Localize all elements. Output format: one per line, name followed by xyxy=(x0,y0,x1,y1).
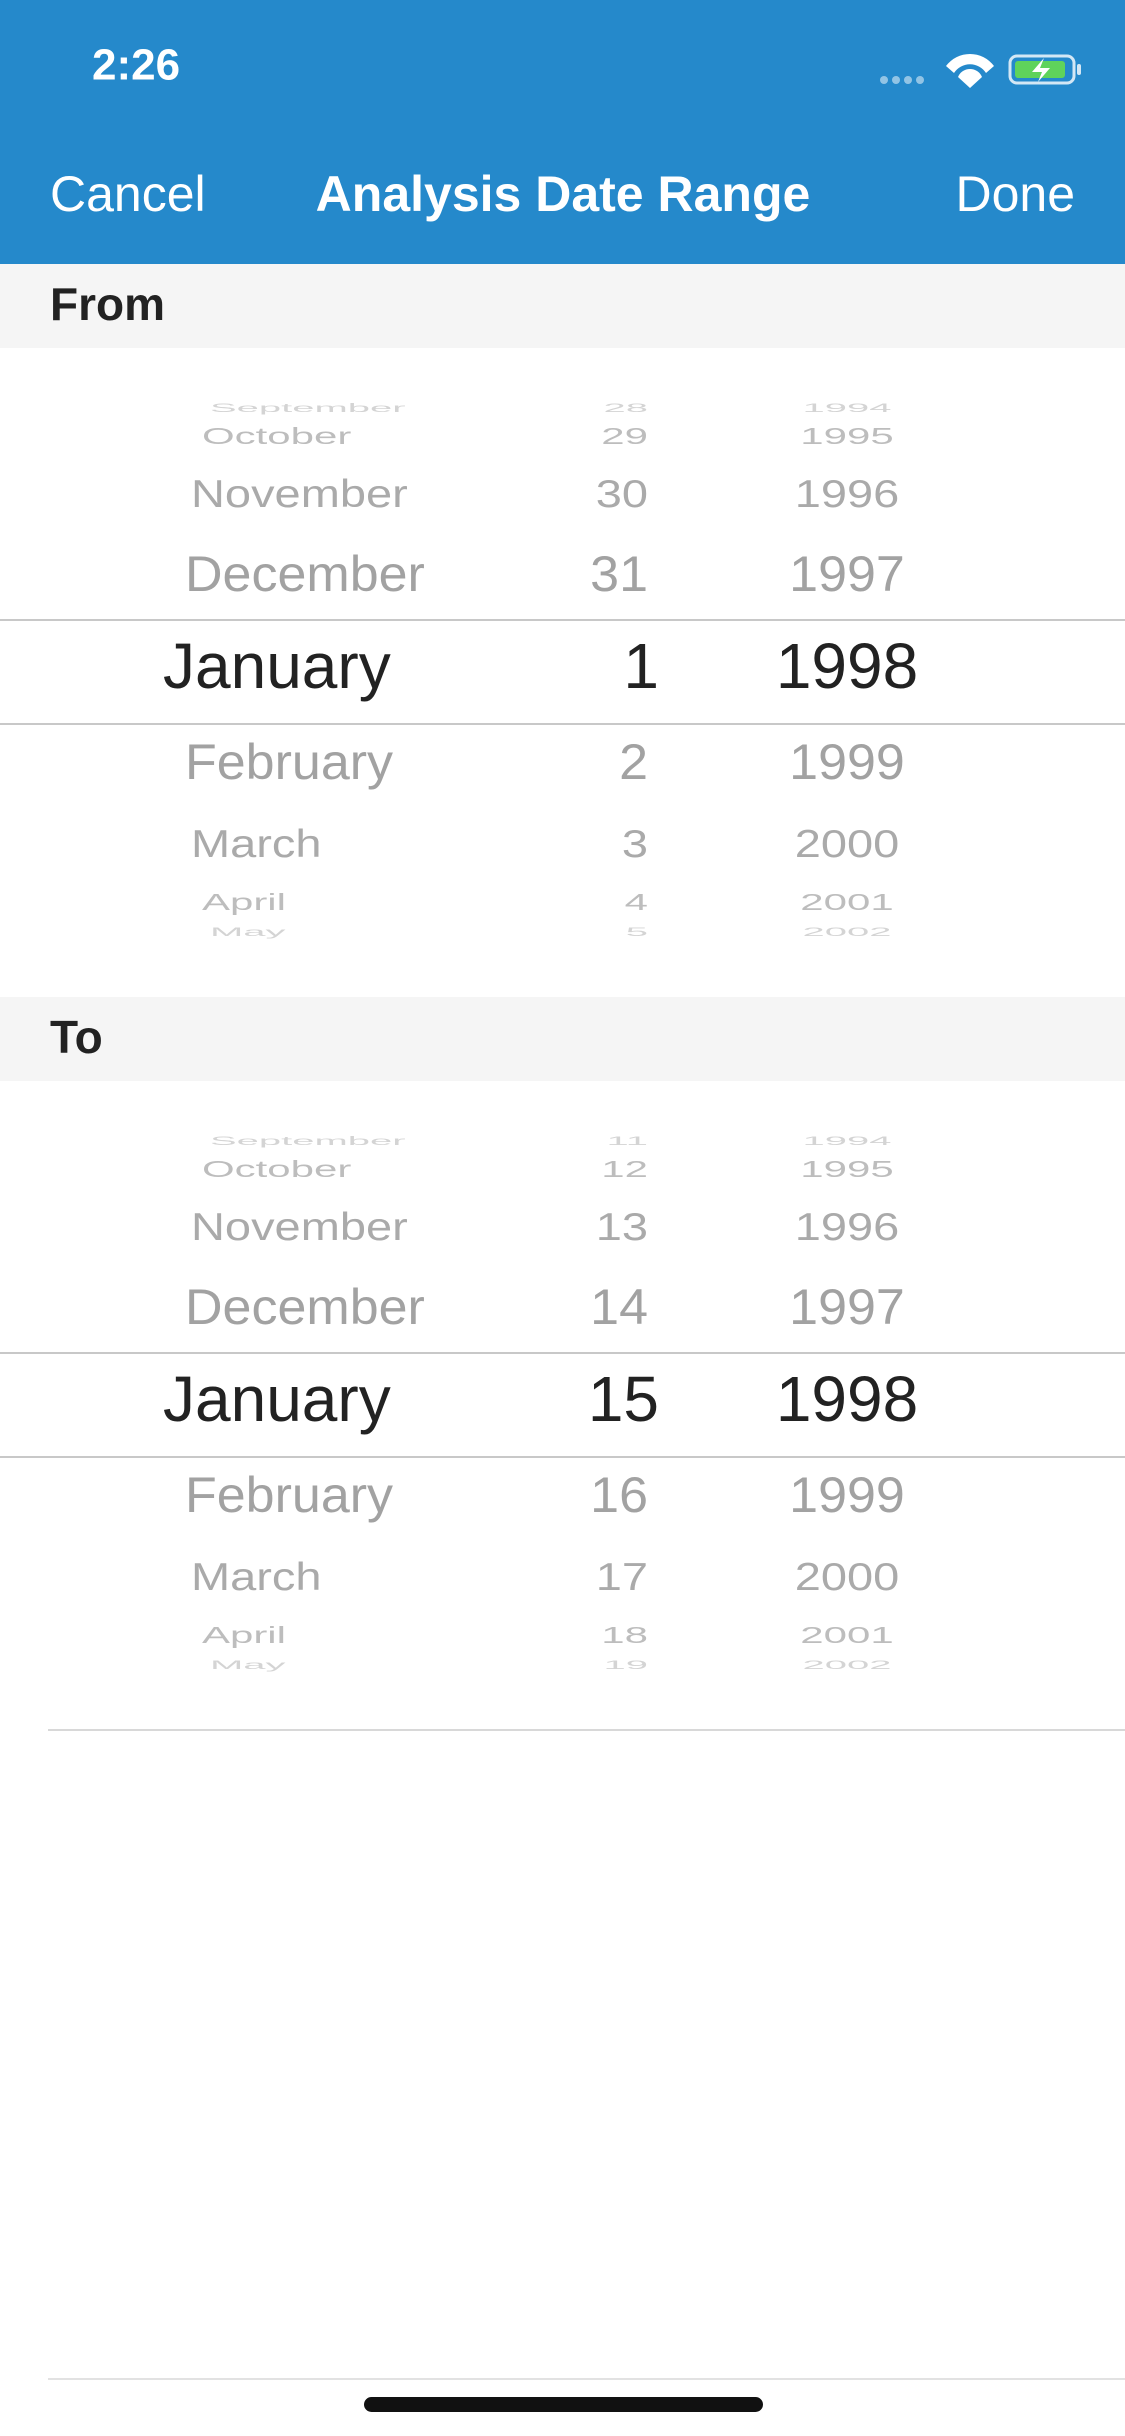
picker-year: 2000 xyxy=(795,1556,900,1599)
battery-tip xyxy=(1077,64,1081,75)
cancel-button[interactable]: Cancel xyxy=(50,166,206,222)
picker-day: 1 xyxy=(623,630,659,702)
picker-month: February xyxy=(185,1467,394,1523)
picker-day: 17 xyxy=(596,1556,648,1599)
picker-row: January 15 1998 xyxy=(163,1363,918,1435)
picker-year: 1996 xyxy=(795,473,900,516)
picker-year: 1994 xyxy=(803,402,892,415)
header-bar xyxy=(0,0,1125,264)
picker-day: 18 xyxy=(601,1623,648,1649)
picker-year: 2002 xyxy=(803,1659,892,1672)
picker-row: April 4 2001 xyxy=(202,890,894,916)
picker-year: 1995 xyxy=(800,1157,893,1183)
picker-year: 1997 xyxy=(789,546,905,602)
picker-year: 1996 xyxy=(795,1206,900,1249)
picker-year: 1998 xyxy=(776,630,918,702)
charging-bolt xyxy=(1032,58,1050,82)
picker-year: 1999 xyxy=(789,1467,905,1523)
picker-row: May 5 2002 xyxy=(210,926,891,939)
picker-year: 2001 xyxy=(800,1623,893,1649)
picker-day: 28 xyxy=(604,402,648,415)
picker-row: September 11 1994 xyxy=(210,1135,891,1148)
picker-day: 11 xyxy=(606,1135,648,1148)
picker-year: 1994 xyxy=(803,1135,892,1148)
section-header xyxy=(0,997,1125,1081)
picker-row: December 31 1997 xyxy=(185,546,905,602)
picker-row: April 18 2001 xyxy=(202,1623,894,1649)
picker-month: December xyxy=(185,1279,425,1335)
picker-day: 4 xyxy=(625,890,648,916)
picker-day: 29 xyxy=(601,424,648,450)
done-button[interactable]: Done xyxy=(955,166,1075,222)
picker-day: 31 xyxy=(590,546,648,602)
nav-title: Analysis Date Range xyxy=(316,166,811,222)
picker-month: March xyxy=(191,823,322,866)
picker-row: February 2 1999 xyxy=(185,734,905,790)
picker-year: 2000 xyxy=(795,823,900,866)
battery-icon xyxy=(1008,54,1076,85)
picker-day: 13 xyxy=(596,1206,648,1249)
picker-row: May 19 2002 xyxy=(210,1659,891,1672)
picker-year: 2001 xyxy=(800,890,893,916)
picker-day: 14 xyxy=(590,1279,648,1335)
picker-year: 1999 xyxy=(789,734,905,790)
picker-row: January 1 1998 xyxy=(163,630,918,702)
picker-row: March 17 2000 xyxy=(191,1556,899,1599)
picker-month: January xyxy=(163,630,391,702)
picker-month: March xyxy=(191,1556,322,1599)
picker-month: November xyxy=(191,1206,408,1249)
picker-row: November 13 1996 xyxy=(191,1206,899,1249)
picker-month: September xyxy=(210,1135,406,1148)
picker-month: February xyxy=(185,734,394,790)
picker-day: 16 xyxy=(590,1467,648,1523)
picker-month: April xyxy=(202,1623,286,1649)
picker-month: January xyxy=(163,1363,391,1435)
picker-month: December xyxy=(185,546,425,602)
picker-month: October xyxy=(202,1157,351,1183)
picker-month: November xyxy=(191,473,408,516)
picker-row: March 3 2000 xyxy=(191,823,899,866)
wifi-icon xyxy=(946,53,994,88)
section-label: To xyxy=(50,1011,103,1063)
picker-year: 2002 xyxy=(803,926,892,939)
picker-year: 1998 xyxy=(776,1363,918,1435)
picker-day: 15 xyxy=(588,1363,659,1435)
picker-row: November 30 1996 xyxy=(191,473,899,516)
picker-day: 12 xyxy=(601,1157,648,1183)
picker-month: May xyxy=(210,926,286,939)
section-header xyxy=(0,264,1125,348)
picker-row: October 29 1995 xyxy=(202,424,894,450)
status-time: 2:26 xyxy=(92,41,180,90)
picker-row: September 28 1994 xyxy=(210,402,891,415)
picker-month: May xyxy=(210,1659,286,1672)
picker-row: December 14 1997 xyxy=(185,1279,905,1335)
signal-dots xyxy=(880,76,924,84)
picker-day: 3 xyxy=(622,823,648,866)
picker-row: February 16 1999 xyxy=(185,1467,905,1523)
picker-month: September xyxy=(210,402,406,415)
picker-year: 1997 xyxy=(789,1279,905,1335)
picker-day: 2 xyxy=(619,734,648,790)
picker-day: 30 xyxy=(596,473,648,516)
section-label: From xyxy=(50,278,165,330)
picker-month: April xyxy=(202,890,286,916)
picker-month: October xyxy=(202,424,351,450)
picker-day: 5 xyxy=(626,926,648,939)
picker-row: October 12 1995 xyxy=(202,1157,894,1183)
picker-year: 1995 xyxy=(800,424,893,450)
picker-day: 19 xyxy=(604,1659,648,1672)
home-indicator xyxy=(364,2397,763,2412)
